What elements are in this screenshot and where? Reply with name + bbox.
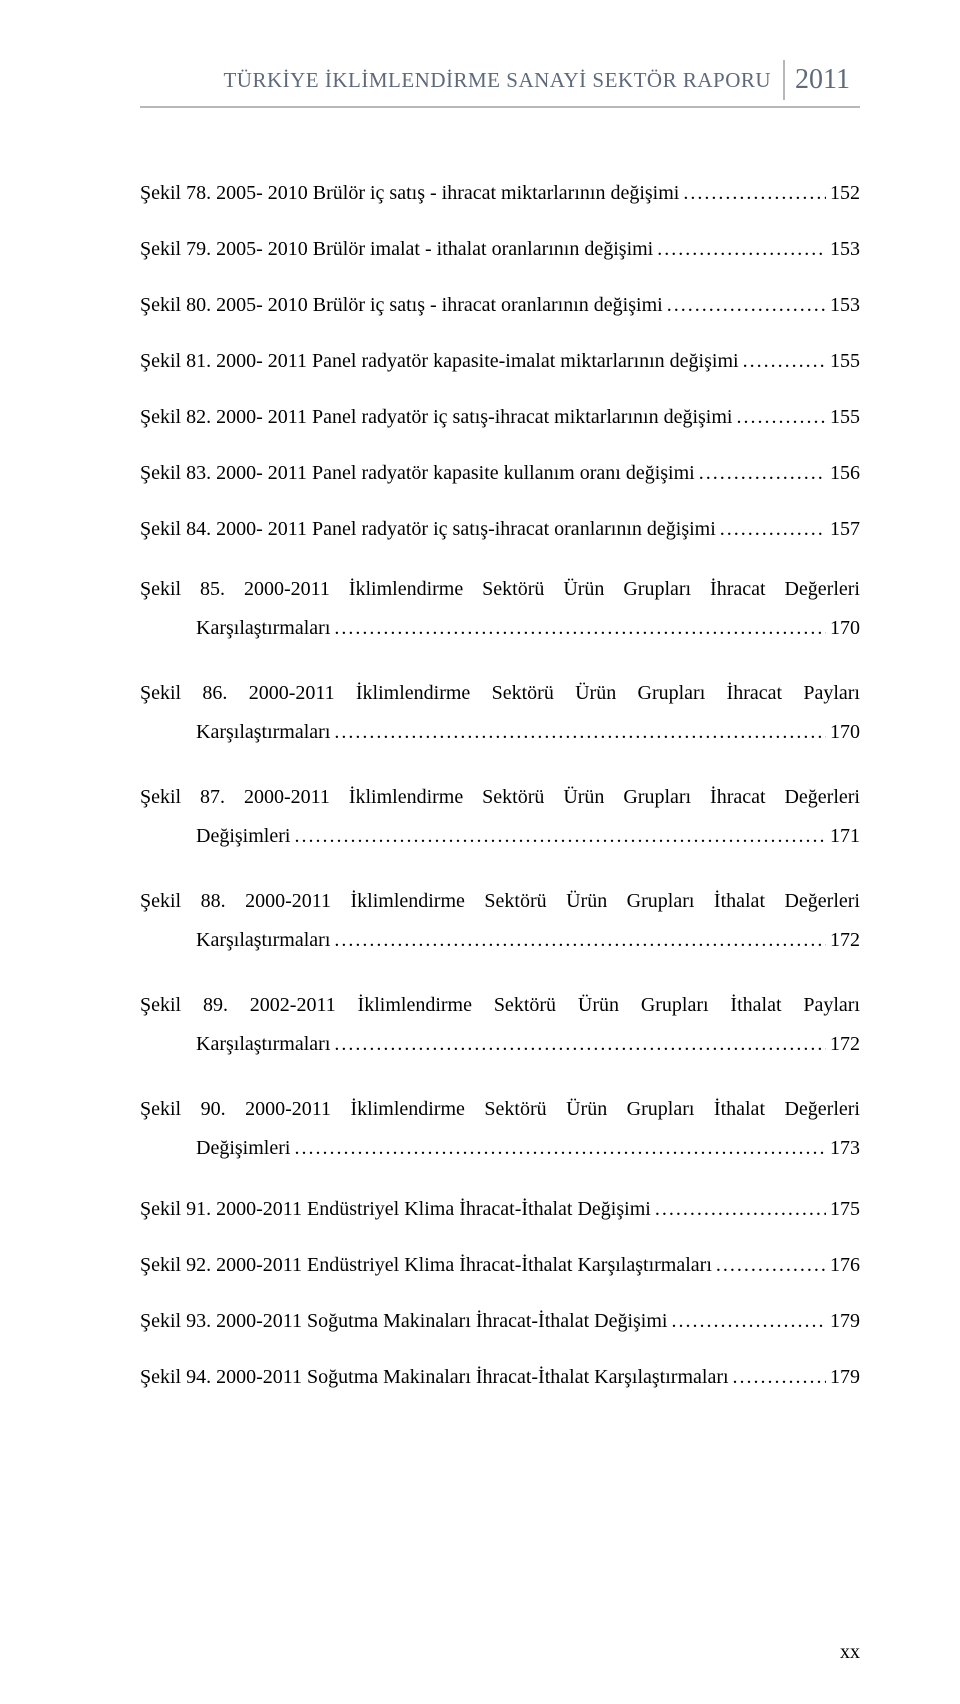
toc-leader-dots (330, 713, 826, 752)
toc-entry-continuation: Değişimleri 173 (140, 1129, 860, 1168)
toc-entry-page: 179 (826, 1306, 860, 1336)
toc-leader-dots (330, 1025, 826, 1064)
toc-entry-label: Şekil 93. 2000-2011 Soğutma Makinaları İ… (140, 1306, 667, 1336)
toc-entry: Şekil 83. 2000- 2011 Panel radyatör kapa… (140, 458, 860, 488)
toc-entry: Şekil 79. 2005- 2010 Brülör imalat - ith… (140, 234, 860, 264)
toc-entry: Şekil 78. 2005- 2010 Brülör iç satış - i… (140, 178, 860, 208)
toc-entry-label-line1: Şekil 85. 2000-2011 İklimlendirme Sektör… (140, 570, 860, 609)
toc-entry-continuation: Karşılaştırmaları 170 (140, 609, 860, 648)
toc-entry-page: 157 (826, 514, 860, 544)
toc-entry: Şekil 86. 2000-2011 İklimlendirme Sektör… (140, 674, 860, 752)
toc-entry-label-line1: Şekil 88. 2000-2011 İklimlendirme Sektör… (140, 882, 860, 921)
toc-entry-page: 155 (826, 346, 860, 376)
toc-entry-page: 175 (826, 1194, 860, 1224)
toc-leader-dots (290, 817, 826, 856)
toc-entry-continuation: Karşılaştırmaları 170 (140, 713, 860, 752)
toc-entry-page: 172 (826, 921, 860, 960)
toc-entry: Şekil 91. 2000-2011 Endüstriyel Klima İh… (140, 1194, 860, 1224)
toc-entry: Şekil 81. 2000- 2011 Panel radyatör kapa… (140, 346, 860, 376)
toc-entry-label: Şekil 78. 2005- 2010 Brülör iç satış - i… (140, 178, 679, 208)
toc-entry-label: Şekil 91. 2000-2011 Endüstriyel Klima İh… (140, 1194, 651, 1224)
toc-leader-dots (330, 609, 826, 648)
toc-entry-label: Şekil 84. 2000- 2011 Panel radyatör iç s… (140, 514, 716, 544)
toc-entry-page: 179 (826, 1362, 860, 1392)
page-number: xx (840, 1641, 860, 1664)
toc-entry-page: 152 (826, 178, 860, 208)
toc-entry-label-line1: Şekil 89. 2002-2011 İklimlendirme Sektör… (140, 986, 860, 1025)
page-header: TÜRKİYE İKLİMLENDİRME SANAYİ SEKTÖR RAPO… (140, 60, 860, 108)
toc-leader-dots (667, 1306, 826, 1336)
toc-entry: Şekil 92. 2000-2011 Endüstriyel Klima İh… (140, 1250, 860, 1280)
toc-entry-page: 176 (826, 1250, 860, 1280)
toc-leader-dots (716, 514, 826, 544)
toc-entry-label-line2: Değişimleri (196, 1129, 290, 1168)
toc-entry-page: 173 (826, 1129, 860, 1168)
toc-entry-page: 156 (826, 458, 860, 488)
toc-entry-label: Şekil 79. 2005- 2010 Brülör imalat - ith… (140, 234, 653, 264)
toc-entry: Şekil 85. 2000-2011 İklimlendirme Sektör… (140, 570, 860, 648)
toc-entry-label-line2: Değişimleri (196, 817, 290, 856)
toc-leader-dots (651, 1194, 826, 1224)
toc-leader-dots (653, 234, 826, 264)
toc-entry-label: Şekil 83. 2000- 2011 Panel radyatör kapa… (140, 458, 695, 488)
toc-entry: Şekil 88. 2000-2011 İklimlendirme Sektör… (140, 882, 860, 960)
toc-leader-dots (732, 402, 826, 432)
toc-entry-page: 170 (826, 713, 860, 752)
toc-leader-dots (695, 458, 826, 488)
table-of-figures: Şekil 78. 2005- 2010 Brülör iç satış - i… (140, 178, 860, 1392)
toc-entry: Şekil 84. 2000- 2011 Panel radyatör iç s… (140, 514, 860, 544)
toc-leader-dots (739, 346, 826, 376)
toc-entry-page: 153 (826, 290, 860, 320)
toc-entry-label-line2: Karşılaştırmaları (196, 713, 330, 752)
header-year: 2011 (783, 60, 860, 100)
toc-entry-label-line1: Şekil 90. 2000-2011 İklimlendirme Sektör… (140, 1090, 860, 1129)
toc-entry-label-line2: Karşılaştırmaları (196, 1025, 330, 1064)
toc-entry-label-line1: Şekil 87. 2000-2011 İklimlendirme Sektör… (140, 778, 860, 817)
toc-entry: Şekil 90. 2000-2011 İklimlendirme Sektör… (140, 1090, 860, 1168)
toc-entry-label: Şekil 94. 2000-2011 Soğutma Makinaları İ… (140, 1362, 729, 1392)
toc-entry: Şekil 82. 2000- 2011 Panel radyatör iç s… (140, 402, 860, 432)
toc-entry-label-line1: Şekil 86. 2000-2011 İklimlendirme Sektör… (140, 674, 860, 713)
toc-entry-continuation: Karşılaştırmaları 172 (140, 921, 860, 960)
toc-entry-page: 171 (826, 817, 860, 856)
toc-leader-dots (729, 1362, 826, 1392)
toc-entry-continuation: Değişimleri 171 (140, 817, 860, 856)
toc-leader-dots (290, 1129, 826, 1168)
toc-entry-label: Şekil 82. 2000- 2011 Panel radyatör iç s… (140, 402, 732, 432)
toc-entry: Şekil 93. 2000-2011 Soğutma Makinaları İ… (140, 1306, 860, 1336)
toc-leader-dots (679, 178, 826, 208)
toc-entry-label: Şekil 80. 2005- 2010 Brülör iç satış - i… (140, 290, 663, 320)
toc-entry-label: Şekil 92. 2000-2011 Endüstriyel Klima İh… (140, 1250, 712, 1280)
toc-leader-dots (663, 290, 826, 320)
toc-entry-page: 155 (826, 402, 860, 432)
toc-entry-label-line2: Karşılaştırmaları (196, 609, 330, 648)
toc-entry-page: 170 (826, 609, 860, 648)
toc-entry-page: 172 (826, 1025, 860, 1064)
toc-entry-continuation: Karşılaştırmaları 172 (140, 1025, 860, 1064)
toc-entry-label-line2: Karşılaştırmaları (196, 921, 330, 960)
toc-entry-label: Şekil 81. 2000- 2011 Panel radyatör kapa… (140, 346, 739, 376)
toc-leader-dots (712, 1250, 826, 1280)
toc-entry-page: 153 (826, 234, 860, 264)
toc-leader-dots (330, 921, 826, 960)
toc-entry: Şekil 87. 2000-2011 İklimlendirme Sektör… (140, 778, 860, 856)
toc-entry: Şekil 80. 2005- 2010 Brülör iç satış - i… (140, 290, 860, 320)
toc-entry: Şekil 94. 2000-2011 Soğutma Makinaları İ… (140, 1362, 860, 1392)
header-title: TÜRKİYE İKLİMLENDİRME SANAYİ SEKTÖR RAPO… (223, 60, 783, 100)
toc-entry: Şekil 89. 2002-2011 İklimlendirme Sektör… (140, 986, 860, 1064)
